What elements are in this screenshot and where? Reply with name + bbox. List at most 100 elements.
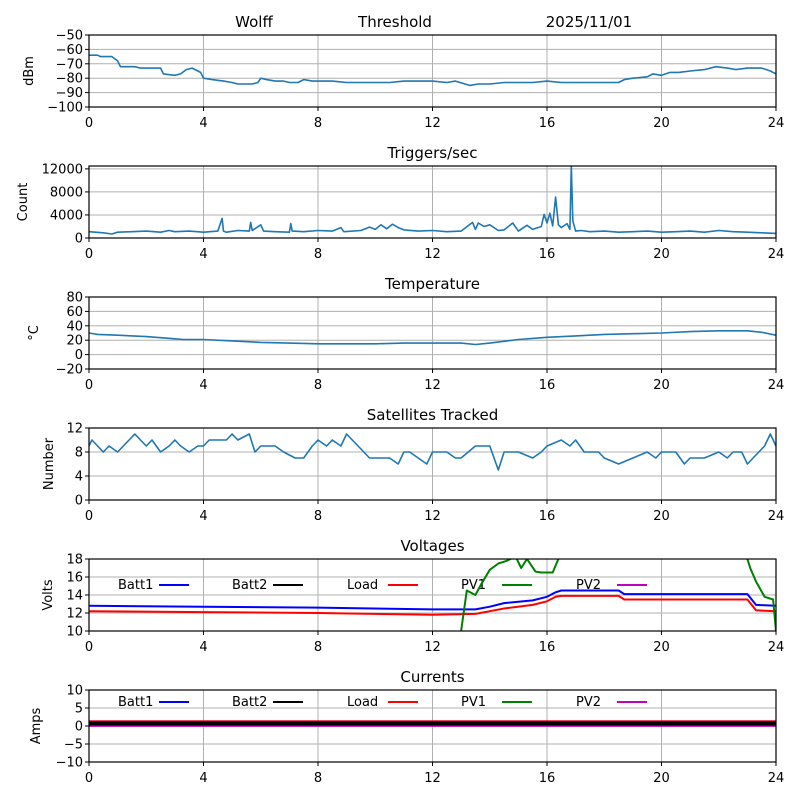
- x-tick-label: 24: [768, 247, 785, 262]
- y-tick-label: 20: [66, 334, 83, 349]
- x-tick-label: 0: [85, 116, 93, 131]
- y-tick-label: 18: [66, 553, 83, 568]
- x-tick-label: 16: [539, 509, 556, 524]
- x-tick-label: 20: [653, 116, 670, 131]
- chart-title: Satellites Tracked: [367, 406, 498, 424]
- legend-label-pv1: PV1: [461, 578, 486, 593]
- y-tick-label: −70: [56, 57, 83, 72]
- series-line-signal: [89, 54, 776, 87]
- legend-label-pv2: PV2: [576, 695, 601, 710]
- x-tick-label: 12: [424, 116, 441, 131]
- x-tick-label: 20: [653, 640, 670, 655]
- header-station: Wolff: [235, 13, 273, 31]
- x-tick-label: 8: [314, 640, 322, 655]
- x-tick-label: 24: [768, 771, 785, 786]
- y-tick-label: 40: [66, 319, 83, 334]
- series-group: [89, 720, 776, 727]
- legend-label-load: Load: [347, 695, 378, 710]
- chart-title: Currents: [400, 668, 464, 686]
- x-tick-label: 4: [199, 378, 207, 393]
- x-tick-label: 24: [768, 640, 785, 655]
- x-tick-label: 0: [85, 378, 93, 393]
- panel-triggers: 0 4 8 12 16 20 24 12000 8000 4000 0 Triggers/sec Cou…: [16, 144, 784, 262]
- y-axis-label: Amps: [29, 707, 44, 744]
- y-tick-label: 12: [66, 422, 83, 437]
- legend-label-batt2: Batt2: [232, 578, 267, 593]
- y-axis-label: Number: [42, 437, 57, 490]
- chart-title: Triggers/sec: [387, 144, 478, 162]
- series-line-triggers: [89, 166, 776, 235]
- x-tick-label: 24: [768, 116, 785, 131]
- series-line-temperature: [89, 330, 776, 346]
- x-tick-label: 4: [199, 509, 207, 524]
- y-tick-label: −90: [56, 86, 83, 101]
- x-tick-label: 8: [314, 378, 322, 393]
- y-tick-label: 4: [75, 470, 83, 485]
- x-tick-label: 4: [199, 247, 207, 262]
- y-tick-label: 60: [66, 305, 83, 320]
- y-tick-label: 8000: [50, 185, 83, 200]
- y-tick-label: 16: [66, 571, 83, 586]
- y-tick-label: 10: [66, 684, 83, 699]
- x-tick-label: 24: [768, 378, 785, 393]
- series-group: [89, 433, 776, 471]
- y-tick-label: 80: [66, 291, 83, 306]
- y-tick-label: −20: [56, 363, 83, 378]
- x-tick-label: 16: [539, 640, 556, 655]
- panel-signal: 0 4 8 12 16 20 24 −50−60−70−80−90−100 dBm: [22, 29, 784, 132]
- x-tick-label: 16: [539, 771, 556, 786]
- series-line-satellites: [89, 433, 776, 471]
- y-tick-label: 10: [66, 625, 83, 640]
- y-tick-label: 5: [75, 702, 83, 717]
- x-tick-label: 4: [199, 640, 207, 655]
- y-tick-label: −60: [56, 43, 83, 58]
- x-tick-label: 4: [199, 116, 207, 131]
- y-tick-label: −5: [64, 738, 83, 753]
- y-axis-label: dBm: [22, 56, 37, 86]
- x-tick-label: 16: [539, 247, 556, 262]
- series-group: [89, 330, 776, 346]
- y-tick-label: 0: [75, 348, 83, 363]
- x-tick-label: 16: [539, 116, 556, 131]
- x-tick-label: 8: [314, 116, 322, 131]
- panel-voltages: Batt1 Batt2 Load PV1 PV2 0 4 8 12 16 20 24 18 16 14 12 1…: [41, 537, 784, 655]
- x-tick-label: 20: [653, 378, 670, 393]
- legend-label-pv1: PV1: [461, 695, 486, 710]
- x-tick-label: 4: [199, 771, 207, 786]
- panel-satellites: 0 4 8 12 16 20 24 12 8 4 0 Satellites Tracked Number: [42, 406, 784, 524]
- header-date: 2025/11/01: [546, 13, 632, 31]
- y-tick-label: −50: [56, 29, 83, 44]
- y-tick-label: 12000: [42, 162, 83, 177]
- x-tick-label: 12: [424, 771, 441, 786]
- series-line-pv1: [460, 559, 776, 631]
- x-tick-label: 20: [653, 771, 670, 786]
- x-tick-label: 12: [424, 640, 441, 655]
- x-tick-label: 12: [424, 247, 441, 262]
- y-tick-label: 14: [66, 589, 83, 604]
- y-axis-label: °C: [27, 325, 42, 341]
- y-tick-label: 4000: [50, 208, 83, 223]
- chart-title: Voltages: [400, 537, 464, 555]
- y-tick-label: 0: [75, 720, 83, 735]
- x-tick-label: 20: [653, 247, 670, 262]
- x-tick-label: 24: [768, 509, 785, 524]
- x-tick-label: 0: [85, 247, 93, 262]
- legend-label-load: Load: [347, 578, 378, 593]
- x-tick-label: 8: [314, 771, 322, 786]
- legend-label-batt2: Batt2: [232, 695, 267, 710]
- x-tick-label: 16: [539, 378, 556, 393]
- legend-label-pv2: PV2: [576, 578, 601, 593]
- y-tick-label: −100: [47, 101, 83, 116]
- y-tick-label: 8: [75, 446, 83, 461]
- x-tick-label: 8: [314, 247, 322, 262]
- y-tick-label: −80: [56, 72, 83, 87]
- x-tick-label: 0: [85, 771, 93, 786]
- y-tick-label: 0: [75, 494, 83, 509]
- y-tick-label: 0: [75, 232, 83, 247]
- x-tick-label: 12: [424, 509, 441, 524]
- y-axis-label: Volts: [41, 579, 56, 611]
- x-tick-label: 12: [424, 378, 441, 393]
